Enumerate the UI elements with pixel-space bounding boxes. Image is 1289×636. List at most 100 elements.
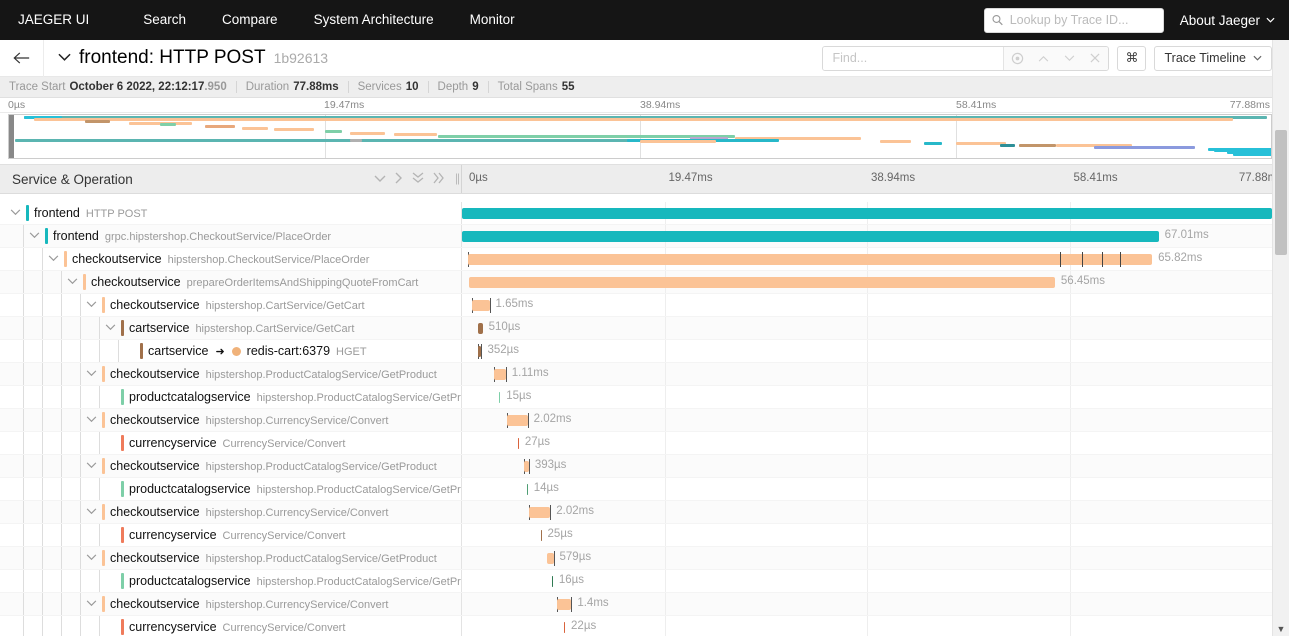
span-label-cell[interactable]: productcatalogservice hipstershop.Product… [0,570,462,592]
table-row[interactable]: checkoutservice hipstershop.CheckoutServi… [0,248,1272,271]
expand-all-icon[interactable] [433,172,445,187]
span-duration-bar[interactable] [556,599,572,610]
span-label-cell[interactable]: productcatalogservice hipstershop.Product… [0,478,462,500]
back-button[interactable] [0,39,44,77]
clear-find-icon[interactable] [1082,47,1108,70]
span-duration-bar[interactable] [499,392,501,403]
span-label-cell[interactable]: checkoutservice hipstershop.CurrencyServi… [0,501,462,523]
span-duration-bar[interactable] [506,415,528,426]
span-expand-toggle-icon[interactable] [84,409,99,431]
span-label-cell[interactable]: currencyservice CurrencyService/Convert [0,616,462,636]
prev-match-icon[interactable] [1030,47,1056,70]
span-duration-bar[interactable] [467,254,1153,265]
trace-minimap[interactable]: 0µs 19.47ms 38.94ms 58.41ms 77.88ms [0,98,1289,165]
span-duration-bar[interactable] [471,300,490,311]
span-bar-cell[interactable]: 352µs [462,340,1272,362]
table-row[interactable]: productcatalogservice hipstershop.Product… [0,570,1272,593]
table-row[interactable]: checkoutservice hipstershop.ProductCatalo… [0,363,1272,386]
span-duration-bar[interactable] [478,323,483,334]
table-row[interactable]: currencyservice CurrencyService/Convert 22… [0,616,1272,636]
table-row[interactable]: checkoutservice hipstershop.ProductCatalo… [0,455,1272,478]
span-expand-toggle-icon[interactable] [103,317,118,339]
span-expand-toggle-icon[interactable] [84,294,99,316]
span-duration-bar[interactable] [524,461,529,472]
span-label-cell[interactable]: currencyservice CurrencyService/Convert [0,524,462,546]
about-jaeger-menu[interactable]: About Jaeger [1180,13,1275,28]
span-bar-cell[interactable]: 14µs [462,478,1272,500]
focus-matches-icon[interactable] [1004,47,1030,70]
span-label-cell[interactable]: currencyservice CurrencyService/Convert [0,432,462,454]
span-expand-toggle-icon[interactable] [84,363,99,385]
span-duration-bar[interactable] [469,277,1055,288]
span-bar-cell[interactable]: 65.82ms [462,248,1272,270]
span-rows-viewport[interactable]: frontend HTTP POST frontend grpc.hipstersho… [0,202,1289,636]
view-mode-select[interactable]: Trace Timeline [1154,45,1272,71]
span-expand-toggle-icon[interactable] [46,248,61,270]
span-label-cell[interactable]: frontend HTTP POST [0,202,462,224]
table-row[interactable]: frontend HTTP POST [0,202,1272,225]
span-bar-cell[interactable]: 25µs [462,524,1272,546]
span-expand-toggle-icon[interactable] [84,547,99,569]
span-duration-bar[interactable] [526,484,528,495]
span-bar-cell[interactable] [462,202,1272,224]
span-label-cell[interactable]: checkoutservice hipstershop.CurrencyServi… [0,409,462,431]
span-duration-bar[interactable] [462,231,1159,242]
nav-item-search[interactable]: Search [143,12,187,27]
span-bar-cell[interactable]: 1.11ms [462,363,1272,385]
table-row[interactable]: productcatalogservice hipstershop.Product… [0,478,1272,501]
vertical-scrollbar[interactable]: ▼ [1272,40,1289,636]
span-label-cell[interactable]: checkoutservice hipstershop.CartService/G… [0,294,462,316]
span-bar-cell[interactable]: 510µs [462,317,1272,339]
table-row[interactable]: currencyservice CurrencyService/Convert 27… [0,432,1272,455]
span-bar-cell[interactable]: 22µs [462,616,1272,636]
span-duration-bar[interactable] [493,369,506,380]
span-bar-cell[interactable]: 16µs [462,570,1272,592]
span-duration-bar[interactable] [547,553,554,564]
span-bar-cell[interactable]: 56.45ms [462,271,1272,293]
table-row[interactable]: cartservice hipstershop.CartService/GetCa… [0,317,1272,340]
span-bar-cell[interactable]: 579µs [462,547,1272,569]
span-bar-cell[interactable]: 27µs [462,432,1272,454]
minimap-viewport[interactable] [8,114,1272,159]
span-label-cell[interactable]: productcatalogservice hipstershop.Product… [0,386,462,408]
span-bar-cell[interactable]: 1.65ms [462,294,1272,316]
table-row[interactable]: checkoutservice hipstershop.CurrencyServi… [0,501,1272,524]
span-label-cell[interactable]: checkoutservice hipstershop.CurrencyServi… [0,593,462,615]
table-row[interactable]: productcatalogservice hipstershop.Product… [0,386,1272,409]
span-bar-cell[interactable]: 1.4ms [462,593,1272,615]
span-duration-bar[interactable] [517,438,519,449]
span-expand-toggle-icon[interactable] [27,225,42,247]
span-label-cell[interactable]: checkoutservice hipstershop.ProductCatalo… [0,547,462,569]
span-expand-toggle-icon[interactable] [84,501,99,523]
nav-item-compare[interactable]: Compare [222,12,278,27]
collapse-all-icon[interactable] [412,171,424,187]
span-bar-cell[interactable]: 15µs [462,386,1272,408]
table-row[interactable]: checkoutservice hipstershop.CurrencyServi… [0,409,1272,432]
span-bar-cell[interactable]: 67.01ms [462,225,1272,247]
span-duration-bar[interactable] [529,507,551,518]
table-row[interactable]: cartservice ➜ redis-cart:6379 HGET 352µs [0,340,1272,363]
find-input[interactable] [823,46,1004,70]
table-row[interactable]: currencyservice CurrencyService/Convert 25… [0,524,1272,547]
minimap-drag-handle-left[interactable] [9,115,14,158]
column-resizer[interactable] [456,173,459,185]
trace-id-lookup-input[interactable] [983,7,1164,33]
span-duration-bar[interactable] [540,530,542,541]
table-row[interactable]: checkoutservice prepareOrderItemsAndShipp… [0,271,1272,294]
nav-item-system-architecture[interactable]: System Architecture [313,12,434,27]
nav-item-monitor[interactable]: Monitor [469,12,515,27]
nav-brand-jaeger-ui[interactable]: JAEGER UI [18,12,90,27]
table-row[interactable]: checkoutservice hipstershop.CartService/G… [0,294,1272,317]
span-duration-bar[interactable] [551,576,553,587]
span-label-cell[interactable]: checkoutservice hipstershop.CheckoutServi… [0,248,462,270]
next-match-icon[interactable] [1056,47,1082,70]
span-expand-toggle-icon[interactable] [84,593,99,615]
span-label-cell[interactable]: checkoutservice hipstershop.ProductCatalo… [0,363,462,385]
span-duration-bar[interactable] [564,622,566,633]
table-row[interactable]: checkoutservice hipstershop.ProductCatalo… [0,547,1272,570]
span-label-cell[interactable]: frontend grpc.hipstershop.CheckoutService… [0,225,462,247]
scroll-down-arrow-icon[interactable]: ▼ [1276,624,1286,634]
span-expand-toggle-icon[interactable] [65,271,80,293]
span-duration-bar[interactable] [462,208,1272,219]
table-row[interactable]: checkoutservice hipstershop.CurrencyServi… [0,593,1272,616]
